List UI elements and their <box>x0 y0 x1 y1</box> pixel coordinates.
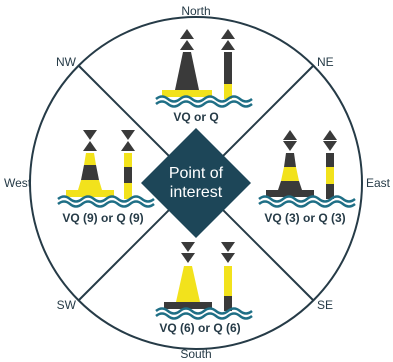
west-light-characteristic: VQ (9) or Q (9) <box>62 211 143 225</box>
north-spar-topmark-lower-cone <box>180 40 194 50</box>
east-pillar-topmark-upper-cone <box>283 130 297 140</box>
west-spar-topmark-upper-cone <box>121 130 135 140</box>
label-nw: NW <box>56 55 77 69</box>
north-spar-topmark-upper-cone <box>180 29 194 39</box>
east-pillar-base <box>266 190 314 197</box>
east-pillar-body-bottom <box>278 181 302 190</box>
west-cardinal-buoy: VQ (9) or Q (9) <box>57 130 155 225</box>
south-wave-1 <box>155 307 253 315</box>
south-pillar-topmark-upper-cone <box>181 242 195 252</box>
north-light-characteristic: VQ or Q <box>173 110 218 124</box>
east-pillar-body-top <box>284 153 296 167</box>
west-spar-bottom <box>124 183 132 199</box>
north-wave-1 <box>155 95 253 103</box>
west-spar-middle <box>124 167 132 183</box>
west-pillar-body-top <box>84 153 96 165</box>
east-pillar-topmark-lower-cone <box>283 141 297 151</box>
label-south: South <box>180 347 211 361</box>
east-spar-topmark-lower-cone <box>323 141 337 151</box>
west-spar-topmark-lower-cone <box>121 141 135 151</box>
east-cardinal-buoy: VQ (3) or Q (3) <box>258 130 356 225</box>
west-pillar-base <box>66 190 114 197</box>
south-spar-top <box>224 266 232 296</box>
south-spar-bottom <box>224 296 232 311</box>
label-se: SE <box>317 298 333 312</box>
label-sw: SW <box>57 298 77 312</box>
south-light-characteristic: VQ (6) or Q (6) <box>159 321 240 335</box>
east-spar-bottom <box>326 184 334 199</box>
east-spar-middle <box>326 167 334 184</box>
north-spar-top <box>224 52 232 84</box>
label-west: West <box>4 176 32 190</box>
west-wave-1 <box>57 195 155 203</box>
south-wave-2 <box>155 312 253 320</box>
north-pillar-base <box>162 90 212 97</box>
south-spar-topmark-upper-cone <box>221 242 235 252</box>
east-wave-2 <box>258 200 356 208</box>
west-pillar-body-middle <box>81 165 99 180</box>
east-wave-1 <box>258 195 356 203</box>
south-pillar-body-top <box>176 266 200 302</box>
east-spar-top <box>326 153 334 167</box>
east-pillar-body-middle <box>281 167 299 181</box>
west-pillar-topmark-lower-cone <box>83 141 97 151</box>
north-pillar-topmark-lower-cone <box>221 40 235 50</box>
north-wave-2 <box>155 100 253 108</box>
west-pillar-body-bottom <box>78 180 102 190</box>
south-spar-topmark-lower-cone <box>221 253 235 263</box>
south-pillar-topmark-lower-cone <box>181 253 195 263</box>
north-pillar-topmark-upper-cone <box>221 29 235 39</box>
point-of-interest-diamond <box>141 128 251 238</box>
south-cardinal-buoy: VQ (6) or Q (6) <box>155 242 253 335</box>
west-spar-top <box>124 153 132 167</box>
north-spar-bottom <box>224 84 232 99</box>
west-pillar-topmark-upper-cone <box>83 130 97 140</box>
north-cardinal-buoy: VQ or Q <box>155 29 253 124</box>
point-of-interest-line2: interest <box>170 184 223 201</box>
east-light-characteristic: VQ (3) or Q (3) <box>264 211 345 225</box>
east-spar-topmark-upper-cone <box>323 130 337 140</box>
label-north: North <box>181 4 210 18</box>
north-pillar-body-top <box>175 52 199 90</box>
south-pillar-base <box>164 302 212 309</box>
compass-circle <box>29 16 363 350</box>
label-east: East <box>366 176 391 190</box>
west-wave-2 <box>57 200 155 208</box>
label-ne: NE <box>317 55 334 69</box>
point-of-interest-line1: Point of <box>169 165 224 182</box>
point-of-interest: Point of interest <box>141 128 251 238</box>
